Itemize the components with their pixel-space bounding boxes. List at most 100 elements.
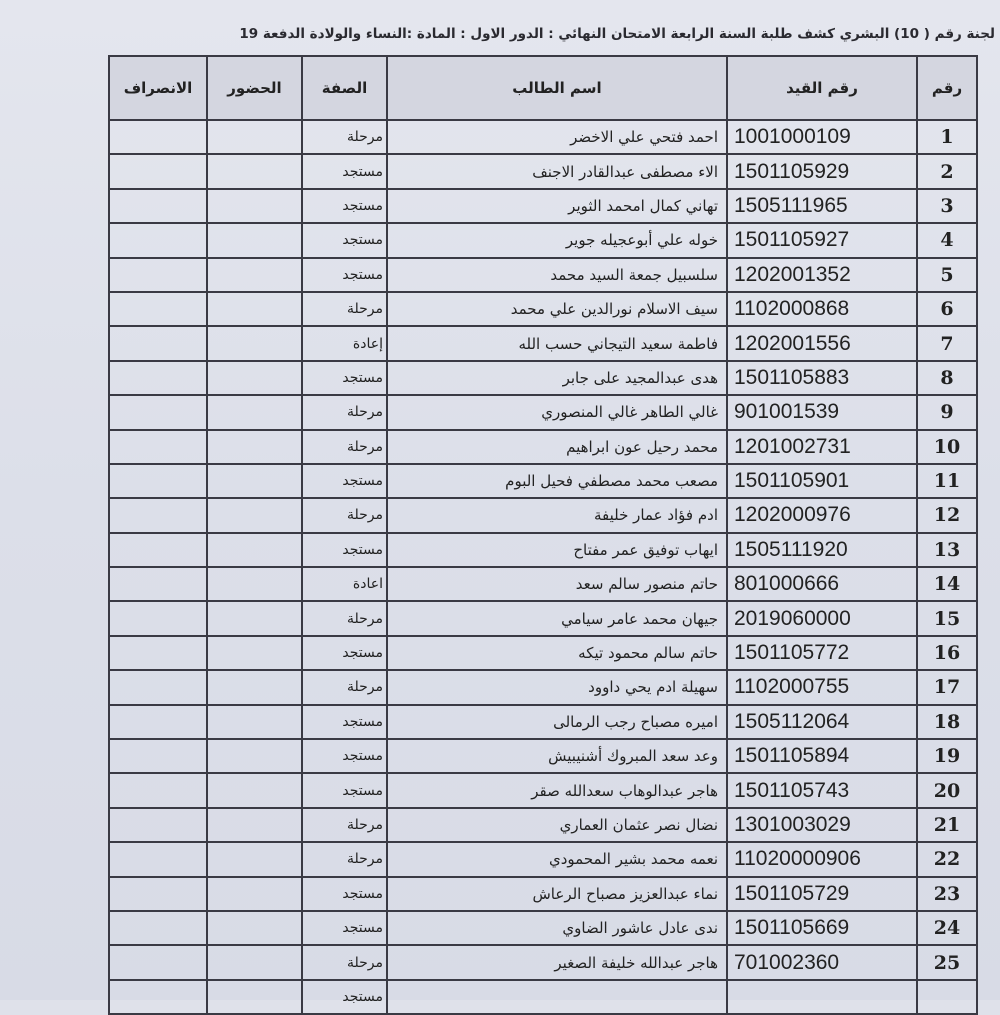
row-number: 25 <box>916 944 978 981</box>
student-status: مستجد <box>301 909 388 947</box>
student-name: سيف الاسلام نورالدين علي محمد <box>386 290 728 328</box>
row-number: 3 <box>916 187 978 225</box>
table-row: 6 1102000868 سيف الاسلام نورالدين علي محمد… <box>108 290 978 328</box>
registration-number: 1202001556 <box>726 325 918 362</box>
departure-cell <box>108 394 208 431</box>
table-row: 20 1501105743 هاجر عبدالوهاب سعدالله صقر مس… <box>108 772 978 809</box>
table-row: 12 1202000976 ادم فؤاد عمار خليفة مرحلة <box>108 497 978 534</box>
student-status: مستجد <box>301 738 388 775</box>
attendance-cell <box>206 222 303 259</box>
table-row: 3 1505111965 تهاني كمال امحمد الثوير مستجد <box>108 187 978 225</box>
student-status: مستجد <box>301 359 388 397</box>
table-row: 19 1501105894 وعد سعد المبروك أشنيبيش مستجد <box>108 738 978 775</box>
table-row: 18 1505112064 اميره مصباح رجب الرمالى مستجد <box>108 703 978 741</box>
departure-cell <box>108 187 208 225</box>
student-status: مستجد <box>301 772 388 809</box>
table-row: 15 2019060000 جيهان محمد عامر سيامي مرحلة <box>108 600 978 637</box>
student-name: هاجر عبدالوهاب سعدالله صقر <box>386 772 728 809</box>
registration-number: 1202001352 <box>726 256 918 293</box>
student-status: مستجد <box>301 222 388 259</box>
attendance-cell <box>206 669 303 706</box>
attendance-cell <box>206 634 303 672</box>
departure-cell <box>108 703 208 741</box>
attendance-cell <box>206 187 303 225</box>
registration-number: 11020000906 <box>726 841 918 878</box>
registration-number: 1102000755 <box>726 669 918 706</box>
table-row: 10 1201002731 محمد رحيل عون ابراهيم مرحلة <box>108 428 978 465</box>
student-status: مستجد <box>301 531 388 569</box>
student-status: مستجد <box>301 978 388 1015</box>
table-row: 4 1501105927 خوله علي أبوعجيله جوير مستجد <box>108 222 978 259</box>
departure-cell <box>108 806 208 844</box>
student-name: ايهاب توفيق عمر مفتاح <box>386 531 728 569</box>
student-name: محمد رحيل عون ابراهيم <box>386 428 728 465</box>
departure-cell <box>108 978 208 1015</box>
header-name: اسم الطالب <box>386 55 728 121</box>
student-status: مرحلة <box>301 669 388 706</box>
departure-cell <box>108 909 208 947</box>
row-number: 24 <box>916 909 978 947</box>
table-row: 1 1001000109 احمد فتحي علي الاخضر مرحلة <box>108 118 978 156</box>
student-name: الاء مصطفى عبدالقادر الاجنف <box>386 153 728 190</box>
attendance-cell <box>206 841 303 878</box>
row-number: 7 <box>916 325 978 362</box>
student-status: مرحلة <box>301 290 388 328</box>
row-number: 11 <box>916 462 978 500</box>
row-number: 9 <box>916 394 978 431</box>
student-status: مرحلة <box>301 841 388 878</box>
departure-cell <box>108 497 208 534</box>
header-departure: الانصراف <box>108 55 208 121</box>
registration-number: 1501105883 <box>726 359 918 397</box>
student-name: سهيلة ادم يحي داوود <box>386 669 728 706</box>
student-name: حاتم منصور سالم سعد <box>386 566 728 603</box>
student-name: سلسبيل جمعة السيد محمد <box>386 256 728 293</box>
row-number: 2 <box>916 153 978 190</box>
attendance-cell <box>206 118 303 156</box>
registration-number: 1501105901 <box>726 462 918 500</box>
student-name: خوله علي أبوعجيله جوير <box>386 222 728 259</box>
row-number: 1 <box>916 118 978 156</box>
attendance-cell <box>206 531 303 569</box>
registration-number: 2019060000 <box>726 600 918 637</box>
student-name: غالي الطاهر غالي المنصوري <box>386 394 728 431</box>
table-row: 14 801000666 حاتم منصور سالم سعد اعادة <box>108 566 978 603</box>
student-name: مصعب محمد مصطفي فحيل البوم <box>386 462 728 500</box>
table-row: 9 901001539 غالي الطاهر غالي المنصوري مرحلة <box>108 394 978 431</box>
departure-cell <box>108 738 208 775</box>
table-row: 5 1202001352 سلسبيل جمعة السيد محمد مستجد <box>108 256 978 293</box>
student-status: مرحلة <box>301 497 388 534</box>
student-status: مستجد <box>301 634 388 672</box>
student-status: مستجد <box>301 875 388 912</box>
attendance-cell <box>206 566 303 603</box>
student-name: هاجر عبدالله خليفة الصغير <box>386 944 728 981</box>
student-status: مرحلة <box>301 600 388 637</box>
row-number: 19 <box>916 738 978 775</box>
attendance-cell <box>206 875 303 912</box>
registration-number: 1501105729 <box>726 875 918 912</box>
student-name: اميره مصباح رجب الرمالى <box>386 703 728 741</box>
departure-cell <box>108 325 208 362</box>
student-name: تهاني كمال امحمد الثوير <box>386 187 728 225</box>
attendance-cell <box>206 497 303 534</box>
header-id: رقم القيد <box>726 55 918 121</box>
attendance-cell <box>206 909 303 947</box>
registration-number: 701002360 <box>726 944 918 981</box>
table-row: 11 1501105901 مصعب محمد مصطفي فحيل البوم مس… <box>108 462 978 500</box>
student-name: هدى عبدالمجيد على جابر <box>386 359 728 397</box>
registration-number: 1301003029 <box>726 806 918 844</box>
departure-cell <box>108 462 208 500</box>
student-name: نماء عبدالعزيز مصباح الرعاش <box>386 875 728 912</box>
departure-cell <box>108 772 208 809</box>
registration-number: 1501105929 <box>726 153 918 190</box>
student-name: حاتم سالم محمود تيكه <box>386 634 728 672</box>
attendance-cell <box>206 806 303 844</box>
student-name: ندى عادل عاشور الضاوي <box>386 909 728 947</box>
table-row: 25 701002360 هاجر عبدالله خليفة الصغير مرحل… <box>108 944 978 981</box>
student-name: نعمه محمد بشير المحمودي <box>386 841 728 878</box>
student-status: مستجد <box>301 256 388 293</box>
registration-number: 1505112064 <box>726 703 918 741</box>
departure-cell <box>108 118 208 156</box>
table-row: مستجد <box>108 978 978 1015</box>
table-row: 16 1501105772 حاتم سالم محمود تيكه مستجد <box>108 634 978 672</box>
